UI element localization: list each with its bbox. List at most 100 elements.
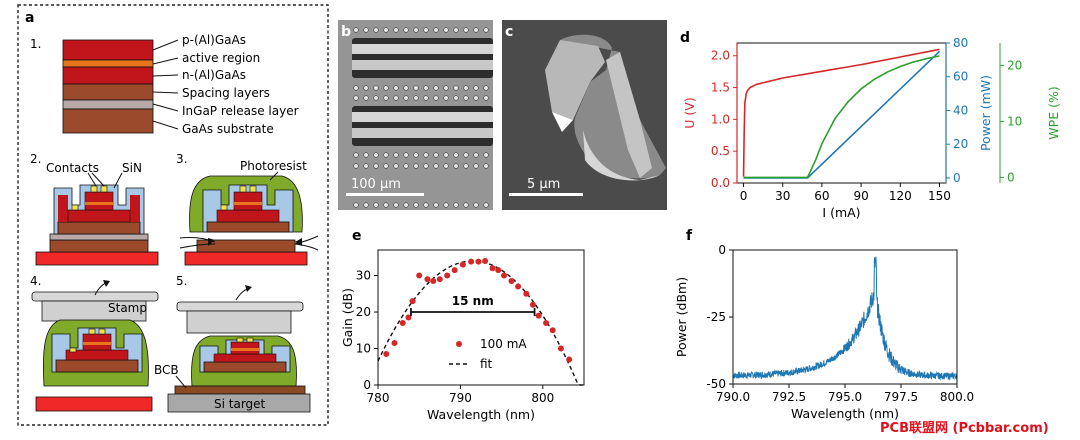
sem-dot [383,85,389,91]
series-line-wpe [743,55,940,179]
step-4-diagram [31,280,159,412]
panel-b-label: b [341,24,351,40]
panel-e-label: e [352,228,362,244]
data-point [383,350,390,357]
data-point [495,267,502,274]
layer-n-algaas [62,66,154,85]
sem-dot [373,27,379,33]
legend-label: 100 mA [480,337,527,351]
sem-dot [443,163,449,169]
watermark: PCB联盟网 (Pcbbar.com) [880,420,1049,436]
step-2-label: 2. [30,152,41,166]
data-point [451,267,458,274]
x-tick-label: 150 [928,189,951,203]
y-tick-label: 20 [1007,58,1022,72]
layer-pointers [152,39,179,130]
plot-f-frame [732,249,958,385]
y-axis-label: Power (dBm) [674,277,689,357]
sem-dot [473,202,479,208]
sem-dot [393,95,399,101]
sem-dot [413,202,419,208]
sem-dot [423,85,429,91]
sem-dot [433,202,439,208]
sem-dot [443,85,449,91]
waveguide-stripes [352,38,493,146]
y-tick-label: 20 [356,305,371,319]
sem-dot [473,27,479,33]
layer-label-p-algaas: p-(Al)GaAs [182,33,246,47]
data-point [501,272,508,279]
data-point [557,345,564,352]
x-tick-label: 792.5 [772,390,806,404]
panel-c-scalebar [509,193,583,196]
sem-dot [423,95,429,101]
legend-label: fit [480,357,493,371]
sem-dot [433,152,439,158]
x-tick-label: 780 [367,391,390,405]
sem-dot [483,85,489,91]
sem-dot [353,85,359,91]
sem-dot [383,95,389,101]
panel-b-scalebar-label: 100 μm [351,177,401,192]
sem-dot [453,163,459,169]
sem-dot [433,163,439,169]
sem-dot [353,152,359,158]
x-tick-label: 790 [449,391,472,405]
sin-label: SiN [122,161,142,175]
y-tick-label: 0 [718,243,726,257]
sem-dot [473,85,479,91]
sem-dot [353,27,359,33]
data-point [391,340,398,347]
sem-dot [423,152,429,158]
series-line-power [743,50,941,179]
si-target-label: Si target [214,397,266,411]
sem-dot [423,27,429,33]
sem-dot [383,163,389,169]
step-3-diagram [179,171,319,266]
sem-dot [473,95,479,101]
legend-marker [456,341,462,347]
data-point [444,272,451,279]
plot-e-frame [377,249,585,386]
sem-dot [383,27,389,33]
step-5-diagram [167,285,311,413]
sem-dot [403,27,409,33]
panel-c: 5 μm c [502,20,667,210]
data-point [475,258,482,265]
sem-dot [393,27,399,33]
step-2-diagram [35,172,159,266]
y-axis-label: Power (mW) [978,75,993,151]
layer-label-spacing: Spacing layers [182,86,270,100]
layer-stack [62,39,154,134]
sem-dot [483,202,489,208]
data-point [459,261,466,268]
panel-d-label: d [680,30,690,46]
data-point [523,290,530,297]
x-tick-label: 90 [853,189,868,203]
panel-e: e 780 790 800 0 10 20 30 Wavelength (nm) Gain (d… [340,228,585,422]
sem-dot [363,85,369,91]
y-axis-label: Gain (dB) [340,288,355,347]
x-tick-label: 0 [740,189,748,203]
sem-dot [453,202,459,208]
step-1-label: 1. [30,37,41,51]
sem-dot [373,152,379,158]
y-tick-label: 80 [953,36,968,50]
sem-dot [373,202,379,208]
sem-dot [433,27,439,33]
sem-dot [473,152,479,158]
x-tick-label: 800 [531,391,554,405]
sem-dot [453,85,459,91]
photoresist-label: Photoresist [240,159,307,173]
data-point [416,272,423,279]
y-tick-label: 10 [1007,114,1022,128]
sem-dot [393,85,399,91]
sem-dot [373,95,379,101]
sem-dot [483,95,489,101]
y-axis-label: WPE (%) [1046,86,1061,139]
panel-a: a 1. 2. 3. 4. 5. p-(Al)GaAs active regio… [17,4,329,426]
layer-label-gaas: GaAs substrate [182,122,274,136]
sem-dot [423,202,429,208]
data-point [430,278,437,285]
